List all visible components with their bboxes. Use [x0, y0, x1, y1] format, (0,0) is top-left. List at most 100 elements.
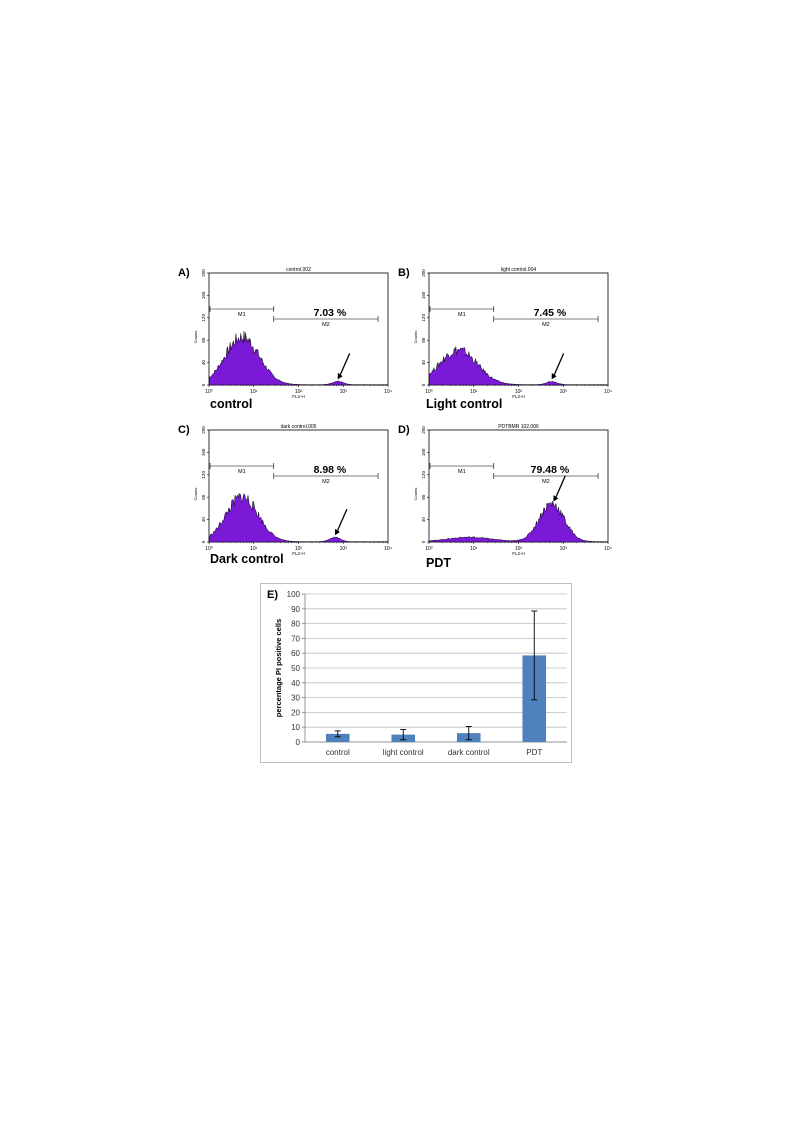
annotation-arrow-head: [337, 372, 343, 380]
y-tick-label: 0: [421, 540, 426, 543]
panel-caption: PDT: [426, 556, 451, 570]
panel-letter: D): [398, 424, 410, 436]
x-tick-label: 10¹: [250, 546, 258, 552]
y-tick-label: 120: [421, 471, 426, 479]
y-axis-label: Counts: [193, 488, 198, 501]
x-tick-label: 10⁰: [205, 389, 213, 395]
y-axis-label: Counts: [413, 331, 418, 344]
annotation-arrow-shaft: [552, 353, 565, 378]
y-tick-label: 120: [421, 314, 426, 322]
x-tick-label: 10⁴: [384, 546, 392, 552]
panel-caption: Light control: [426, 397, 503, 411]
panel-letter: C): [178, 424, 190, 436]
bar-chart: E) 0 10 20 30 40 50 60 70 80 90 100 percentage PI po…: [267, 589, 567, 757]
annotation-arrow-shaft: [338, 353, 351, 378]
x-tick-label: 10³: [340, 546, 348, 552]
y-tick-label: 200: [421, 269, 426, 277]
y-tick-label: 120: [201, 471, 206, 479]
bar: [325, 733, 350, 742]
x-tick-label: 10⁰: [205, 546, 213, 552]
x-tick-label: 10⁰: [425, 389, 433, 395]
category-label: dark control: [448, 748, 490, 757]
gate-label: M2: [322, 479, 330, 485]
category-label: control: [326, 748, 350, 757]
y-tick-label: 100: [287, 590, 301, 599]
annotation-arrow-shaft: [335, 509, 348, 534]
x-axis-label: FL2-H: [292, 551, 305, 556]
histogram-plot: light control.004 0 40 80 120 160 200 Counts 10⁰…: [413, 267, 612, 399]
histogram-panel-c: C) Dark control dark control.005 0 40 80 120…: [178, 420, 392, 566]
x-axis-label: FL2-H: [512, 394, 525, 399]
y-tick-label: 0: [201, 540, 206, 543]
y-tick-label: 80: [291, 620, 300, 629]
gate-label: M2: [322, 322, 330, 328]
panel-caption: Dark control: [210, 552, 284, 566]
x-tick-label: 10⁴: [604, 546, 612, 552]
plot-title: control.002: [286, 267, 311, 273]
bar-chart-panel: E) 0 10 20 30 40 50 60 70 80 90 100 percentage PI po…: [260, 583, 572, 763]
x-tick-label: 10³: [340, 389, 348, 395]
histogram-plot: dark control.005 0 40 80 120 160 200 Counts 10⁰ 1…: [193, 424, 392, 556]
panel-letter: B): [398, 267, 410, 279]
y-tick-label: 120: [201, 314, 206, 322]
plot-frame: [428, 429, 609, 543]
histogram-area: [428, 500, 609, 543]
histogram-area: [208, 492, 389, 543]
category-label: light control: [383, 748, 424, 757]
panel-letter: A): [178, 267, 190, 279]
y-tick-label: 60: [291, 649, 300, 658]
y-axis-label: percentage PI positive cells: [274, 619, 283, 717]
y-tick-label: 80: [421, 494, 426, 500]
m2-percent-label: 7.03 %: [314, 307, 347, 319]
x-tick-label: 10²: [515, 546, 523, 552]
y-tick-label: 200: [421, 426, 426, 434]
y-tick-label: 80: [201, 494, 206, 500]
y-tick-label: 40: [201, 517, 206, 523]
x-tick-label: 10³: [560, 389, 568, 395]
histogram-plot: PDTBMR 102.006 0 40 80 120 160 200 Counts 10⁰ 10¹…: [413, 424, 612, 556]
m2-percent-label: 8.98 %: [314, 464, 347, 476]
x-tick-label: 10¹: [250, 389, 258, 395]
y-tick-label: 40: [291, 679, 300, 688]
y-axis-label: Counts: [193, 331, 198, 344]
y-tick-label: 0: [296, 738, 301, 747]
y-tick-label: 50: [291, 664, 300, 673]
y-tick-label: 40: [421, 517, 426, 523]
plot-title: light control.004: [501, 267, 537, 273]
gate-label: M1: [458, 469, 466, 475]
category-label: PDT: [526, 748, 542, 757]
y-tick-label: 200: [201, 426, 206, 434]
x-tick-label: 10³: [560, 546, 568, 552]
annotation-arrow-shaft: [554, 475, 566, 500]
y-tick-label: 0: [201, 383, 206, 386]
x-tick-label: 10²: [295, 389, 303, 395]
gate-label: M1: [458, 312, 466, 318]
x-tick-label: 10¹: [470, 389, 478, 395]
y-tick-label: 40: [421, 360, 426, 366]
y-tick-label: 160: [201, 448, 206, 456]
panel-caption: control: [210, 397, 253, 411]
histogram-panel-a: A) control control.002 0 40 80 120 160 200 Coun…: [178, 263, 392, 411]
m2-percent-label: 7.45 %: [534, 307, 567, 319]
gate-label: M2: [542, 479, 550, 485]
y-tick-label: 200: [201, 269, 206, 277]
y-tick-label: 40: [201, 360, 206, 366]
x-tick-label: 10¹: [470, 546, 478, 552]
gate-label: M2: [542, 322, 550, 328]
gate-label: M1: [238, 469, 246, 475]
x-tick-label: 10⁴: [604, 389, 612, 395]
x-axis-label: FL2-H: [512, 551, 525, 556]
y-axis-label: Counts: [413, 488, 418, 501]
histogram-area: [428, 346, 609, 386]
histogram-panel-b: B) Light control light control.004 0 40 80 1…: [398, 263, 612, 411]
annotation-arrow-head: [553, 495, 559, 502]
y-tick-label: 20: [291, 708, 300, 717]
x-tick-label: 10⁴: [384, 389, 392, 395]
plot-title: PDTBMR 102.006: [498, 424, 539, 430]
y-tick-label: 80: [201, 337, 206, 343]
y-tick-label: 90: [291, 605, 300, 614]
y-tick-label: 0: [421, 383, 426, 386]
y-tick-label: 160: [421, 448, 426, 456]
plot-title: dark control.005: [281, 424, 317, 430]
x-tick-label: 10²: [515, 389, 523, 395]
